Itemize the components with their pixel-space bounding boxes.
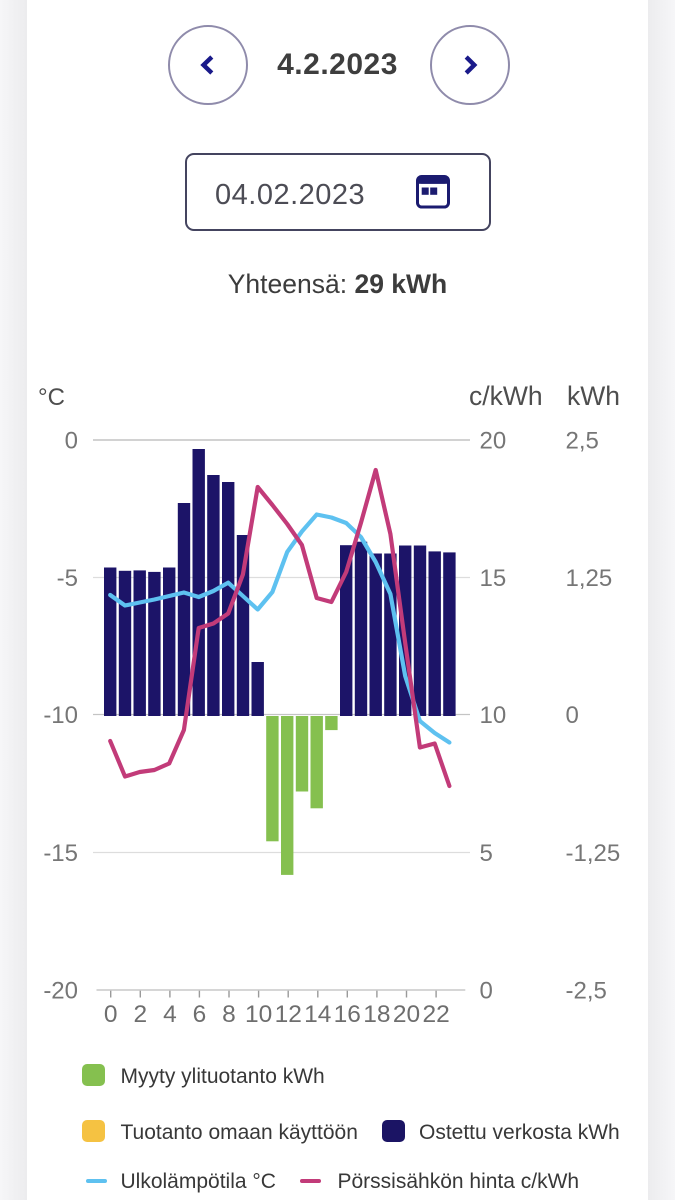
svg-text:-10: -10 [43,702,78,729]
svg-text:12: 12 [275,1001,302,1028]
svg-text:c/kWh: c/kWh [469,381,543,411]
svg-text:2,5: 2,5 [566,428,599,455]
svg-text:-1,25: -1,25 [566,840,621,867]
svg-text:-15: -15 [43,840,78,867]
svg-text:5: 5 [480,840,493,867]
svg-text:22: 22 [422,1001,449,1028]
svg-text:2: 2 [133,1001,147,1028]
svg-text:4: 4 [163,1001,177,1028]
svg-text:20: 20 [393,1001,420,1028]
svg-text:-2,5: -2,5 [566,978,607,1005]
svg-text:10: 10 [480,702,507,729]
svg-text:0: 0 [480,978,493,1005]
svg-text:10: 10 [245,1001,272,1028]
svg-text:6: 6 [193,1001,207,1028]
svg-text:0: 0 [65,428,78,455]
svg-text:8: 8 [222,1001,236,1028]
svg-text:-20: -20 [43,978,78,1005]
svg-text:1,25: 1,25 [566,565,613,592]
svg-text:14: 14 [304,1001,331,1028]
svg-text:0: 0 [104,1001,118,1028]
svg-text:20: 20 [480,428,507,455]
svg-text:-5: -5 [57,565,78,592]
svg-text:18: 18 [363,1001,390,1028]
svg-text:kWh: kWh [567,381,620,411]
svg-text:16: 16 [334,1001,361,1028]
svg-text:0: 0 [566,702,579,729]
svg-text:°C: °C [38,384,65,411]
svg-text:15: 15 [480,565,507,592]
